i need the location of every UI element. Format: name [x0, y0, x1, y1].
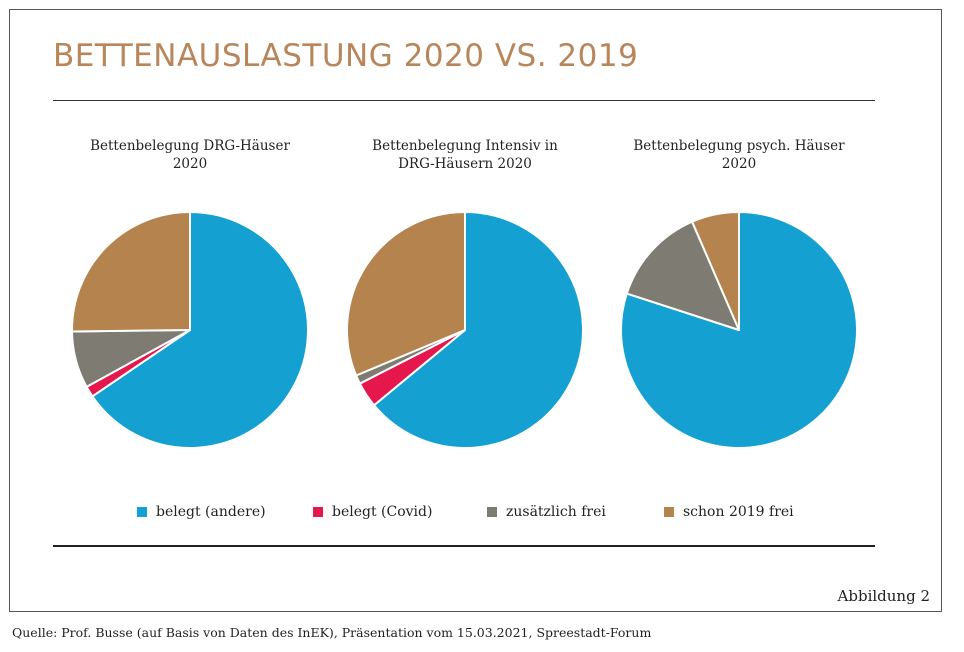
pie-2-title-line1: Bettenbelegung Intensiv in [372, 138, 558, 154]
pie-slice-schon-2019-frei [691, 211, 740, 331]
pie-slice-schon-2019-frei [71, 211, 191, 333]
top-divider [53, 100, 875, 101]
bottom-divider [53, 545, 875, 547]
legend-swatch-red [313, 507, 323, 517]
legend-item-zusaetzlich-frei: zusätzlich frei [487, 504, 606, 520]
legend-label: zusätzlich frei [506, 504, 606, 520]
pie-chart-drg [71, 211, 309, 449]
pie-chart-psych [620, 211, 858, 449]
pie-1-title: Bettenbelegung DRG-Häuser 2020 [65, 137, 315, 173]
pie-slice-schon-2019-frei [346, 211, 466, 377]
pie-3-title: Bettenbelegung psych. Häuser 2020 [614, 137, 864, 173]
page-title: BETTENAUSLASTUNG 2020 VS. 2019 [53, 38, 639, 74]
pie-slice-belegt-andere [373, 211, 584, 449]
pie-slice-belegt-andere [91, 211, 309, 449]
legend-label: belegt (andere) [156, 504, 266, 520]
pie-1-title-line2: 2020 [172, 156, 208, 172]
legend-swatch-brown [664, 507, 674, 517]
pie-2-title: Bettenbelegung Intensiv in DRG-Häusern 2… [340, 137, 590, 173]
pie-3-title-line2: 2020 [721, 156, 757, 172]
figure-label: Abbildung 2 [837, 587, 930, 605]
legend-item-belegt-andere: belegt (andere) [137, 504, 266, 520]
legend-label: belegt (Covid) [332, 504, 433, 520]
legend-swatch-blue [137, 507, 147, 517]
pie-chart-intensiv [346, 211, 584, 449]
legend-item-belegt-covid: belegt (Covid) [313, 504, 432, 520]
legend-swatch-gray [487, 507, 497, 517]
legend-item-schon-2019-frei: schon 2019 frei [664, 504, 794, 520]
pie-1-title-line1: Bettenbelegung DRG-Häuser [90, 138, 290, 154]
pie-2-title-line2: DRG-Häusern 2020 [398, 156, 532, 172]
source-note: Quelle: Prof. Busse (auf Basis von Daten… [12, 625, 652, 640]
figure-frame [9, 9, 942, 612]
pie-3-title-line1: Bettenbelegung psych. Häuser [633, 138, 845, 154]
legend-label: schon 2019 frei [683, 504, 794, 520]
pie-slice-zusaetzlich-frei [625, 220, 740, 331]
pie-slice-belegt-andere [620, 211, 858, 449]
